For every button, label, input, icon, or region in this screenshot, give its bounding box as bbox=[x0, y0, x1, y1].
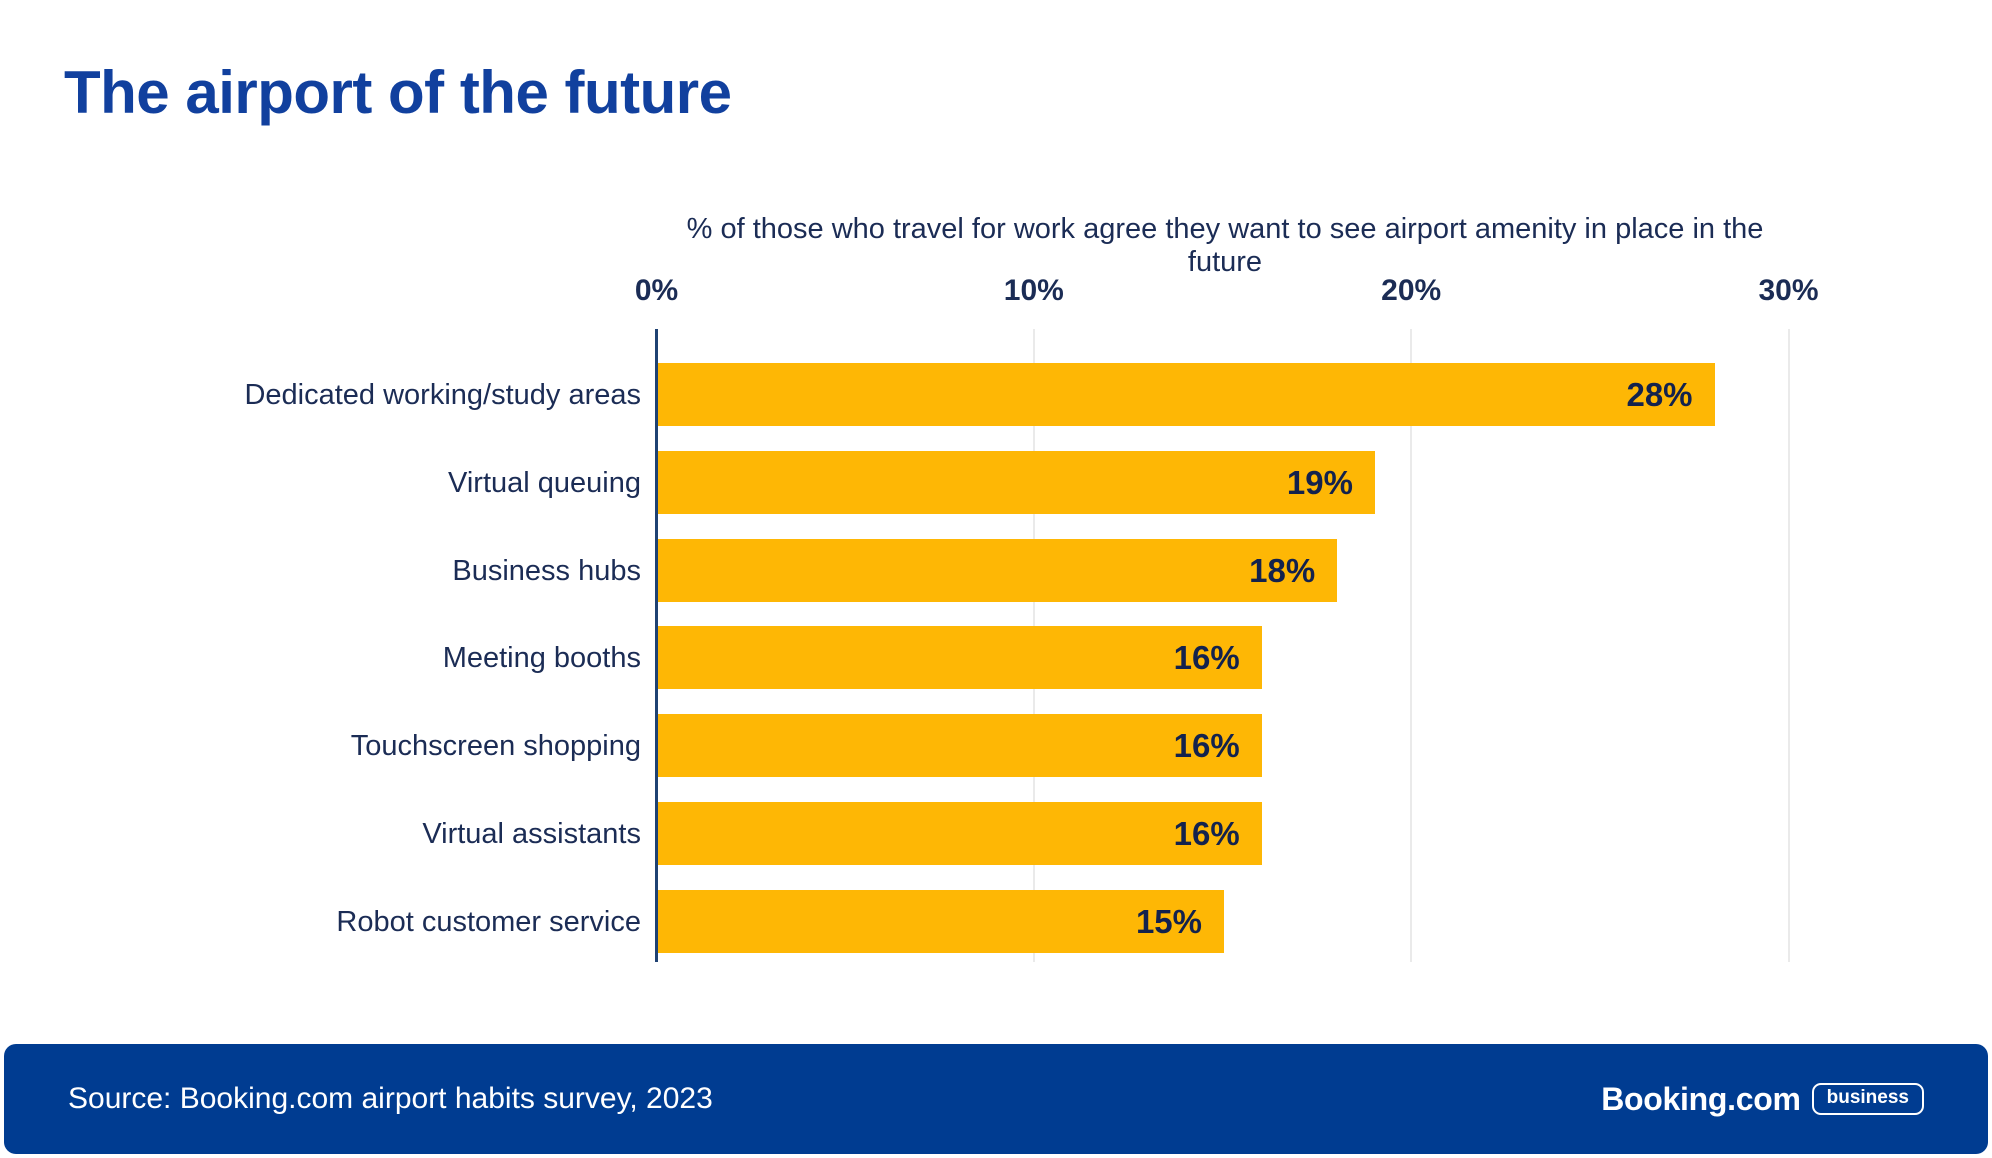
category-labels: Dedicated working/study areas Virtual que… bbox=[0, 329, 641, 962]
category-label: Touchscreen shopping bbox=[350, 730, 641, 763]
category-label: Robot customer service bbox=[336, 905, 641, 938]
bar-19pct: 19% bbox=[658, 450, 1375, 514]
gridline-20% bbox=[1410, 329, 1413, 962]
y-axis-line bbox=[655, 329, 658, 962]
category-label: Business hubs bbox=[452, 554, 641, 587]
x-axis-tick-label: 0% bbox=[634, 274, 679, 307]
bar-18pct: 18% bbox=[658, 538, 1338, 602]
x-axis-tick-label: 10% bbox=[1003, 274, 1064, 307]
x-axis-tick-label: 30% bbox=[1758, 274, 1819, 307]
bar-value-label: 18% bbox=[1249, 551, 1316, 589]
booking-business-badge: business bbox=[1811, 1083, 1924, 1115]
category-label: Meeting booths bbox=[442, 642, 641, 675]
bar-16pct: 16% bbox=[658, 714, 1262, 778]
bar-value-label: 16% bbox=[1173, 639, 1240, 677]
source-text: Source: Booking.com airport habits surve… bbox=[68, 1082, 713, 1115]
bar-28pct: 28% bbox=[658, 363, 1715, 426]
page-title: The airport of the future bbox=[64, 59, 732, 126]
bar-value-label: 15% bbox=[1135, 902, 1202, 940]
x-axis-tick-label: 20% bbox=[1381, 274, 1442, 307]
bar-value-label: 28% bbox=[1626, 376, 1693, 413]
category-label: Virtual queuing bbox=[448, 466, 641, 499]
bar-15pct: 15% bbox=[658, 889, 1224, 953]
booking-logo: Booking.com business bbox=[1601, 1081, 1924, 1118]
booking-logo-wordmark: Booking.com bbox=[1601, 1080, 1801, 1117]
chart-subtitle: % of those who travel for work agree the… bbox=[686, 213, 1764, 278]
gridline-30% bbox=[1787, 329, 1790, 962]
bar-value-label: 16% bbox=[1173, 815, 1240, 852]
plot-area: 28% 19% 18% 16% 16% 16% 15% bbox=[655, 329, 1795, 962]
footer-bar: Source: Booking.com airport habits surve… bbox=[4, 1044, 1988, 1154]
bar-16pct: 16% bbox=[658, 802, 1262, 865]
bar-value-label: 19% bbox=[1286, 463, 1353, 501]
category-label: Dedicated working/study areas bbox=[244, 379, 641, 411]
category-label: Virtual assistants bbox=[422, 818, 641, 850]
bar-value-label: 16% bbox=[1173, 727, 1240, 765]
x-axis-ticks: 0% 10% 20% 30% bbox=[635, 274, 1819, 310]
bar-16pct: 16% bbox=[658, 626, 1262, 690]
